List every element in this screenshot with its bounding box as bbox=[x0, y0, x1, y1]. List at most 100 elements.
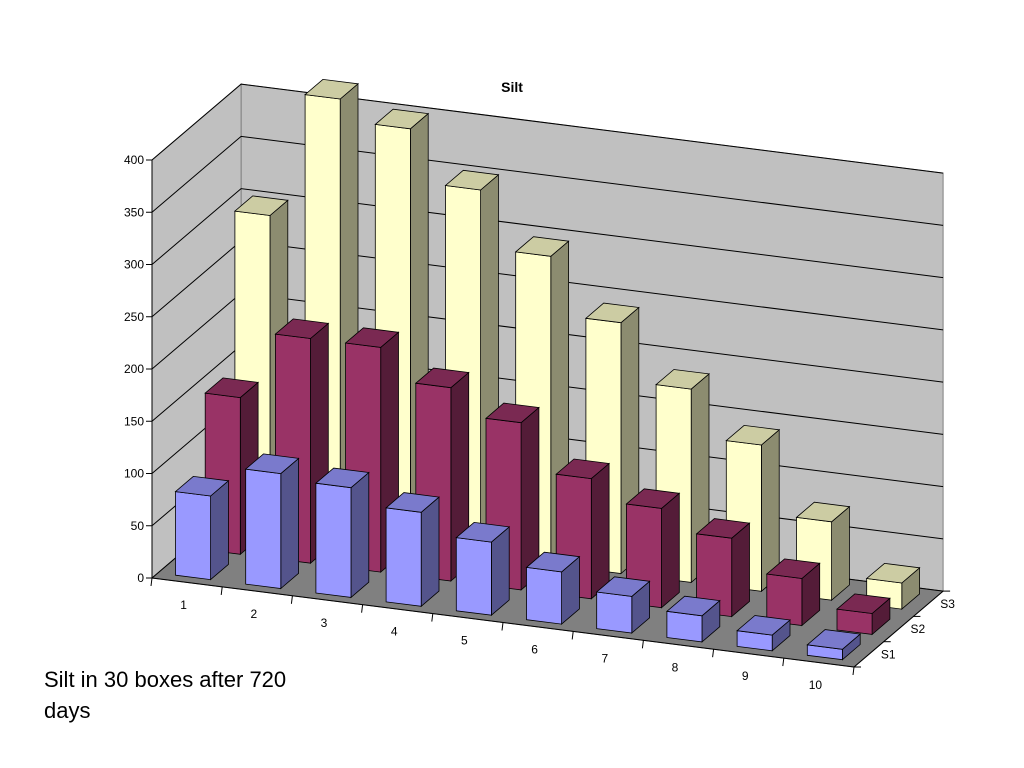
gridline bbox=[151, 83, 944, 174]
bar-top-face bbox=[314, 467, 370, 489]
bar-top-face bbox=[414, 367, 470, 389]
series-axis-label: S3 bbox=[940, 597, 955, 611]
bar-top-face bbox=[695, 518, 751, 539]
y-tick-label: 100 bbox=[124, 467, 144, 481]
bar-front-face bbox=[666, 610, 703, 643]
bar-side-face bbox=[661, 492, 680, 609]
bar-top-face bbox=[444, 169, 500, 191]
bar-S1-7 bbox=[595, 576, 651, 634]
x-tick bbox=[641, 640, 644, 649]
gridline bbox=[151, 135, 944, 226]
bar-top-face bbox=[806, 629, 862, 650]
bar-top-face bbox=[174, 475, 230, 497]
bar-top-face bbox=[665, 595, 721, 617]
x-tick-label: 3 bbox=[321, 616, 328, 630]
series-axis-label: S1 bbox=[881, 647, 896, 661]
bar-top-face bbox=[655, 369, 710, 390]
y-tick-label: 250 bbox=[124, 310, 144, 324]
x-tick bbox=[150, 577, 153, 587]
x-tick bbox=[290, 595, 293, 604]
bar-top-face bbox=[725, 424, 781, 446]
bar-top-face bbox=[514, 236, 570, 257]
y-tick-label: 350 bbox=[124, 205, 144, 219]
x-tick-label: 4 bbox=[391, 625, 398, 639]
bar-top-face bbox=[385, 492, 440, 513]
bar-top-face bbox=[485, 402, 540, 424]
series-axis-line bbox=[853, 590, 944, 668]
bar-S2-10 bbox=[836, 593, 891, 636]
bar-side-face bbox=[350, 471, 370, 599]
bars-layer bbox=[174, 78, 921, 661]
bar-S1-2 bbox=[244, 453, 300, 590]
x-tick bbox=[782, 658, 785, 667]
bar-side-face bbox=[731, 522, 750, 618]
bar-top-face bbox=[555, 458, 611, 480]
bar-top-face bbox=[274, 318, 330, 339]
y-tick-label: 0 bbox=[137, 571, 144, 585]
bar-front-face bbox=[455, 537, 492, 616]
bar-top-face bbox=[455, 521, 511, 543]
bar-S1-9 bbox=[736, 615, 791, 652]
bar-top-face bbox=[625, 488, 681, 509]
slide-caption: Silt in 30 boxes after 720 days bbox=[44, 667, 287, 723]
x-tick bbox=[501, 622, 504, 631]
bar-top-face bbox=[795, 501, 851, 523]
x-tick-label: 10 bbox=[809, 678, 823, 692]
x-tick bbox=[431, 613, 434, 622]
bar-top-face bbox=[865, 562, 921, 584]
bar-top-face bbox=[304, 78, 359, 100]
bar-top-face bbox=[584, 302, 640, 324]
bar-side-face bbox=[831, 505, 850, 602]
x-tick-label: 6 bbox=[531, 643, 538, 657]
x-tick-label: 1 bbox=[180, 598, 187, 612]
bar-S1-5 bbox=[455, 521, 511, 617]
bar-top-face bbox=[525, 551, 581, 573]
x-tick bbox=[571, 631, 574, 640]
chart-title: Silt bbox=[501, 79, 523, 95]
bar-front-face bbox=[385, 507, 422, 607]
bar-S1-10 bbox=[806, 629, 862, 661]
x-tick bbox=[852, 666, 855, 676]
bar-front-face bbox=[245, 468, 282, 589]
bar-S1-8 bbox=[665, 595, 721, 643]
y-tick-label: 50 bbox=[131, 519, 145, 533]
bar-top-face bbox=[595, 576, 651, 597]
x-tick bbox=[220, 586, 223, 595]
bar-top-face bbox=[344, 327, 400, 348]
bar-top-face bbox=[244, 453, 300, 475]
bar-top-face bbox=[204, 377, 260, 399]
y-tick-label: 400 bbox=[124, 153, 144, 167]
bar-S2-9 bbox=[765, 558, 821, 627]
bar-S1-3 bbox=[314, 467, 370, 599]
y-tick-label: 300 bbox=[124, 258, 144, 272]
bar-S2-8 bbox=[695, 518, 751, 618]
bar-side-face bbox=[280, 457, 300, 590]
x-tick-label: 7 bbox=[601, 651, 608, 665]
bar-S2-7 bbox=[625, 488, 681, 609]
x-tick bbox=[712, 649, 715, 658]
bar-top-face bbox=[374, 108, 430, 130]
bar-front-face bbox=[315, 482, 352, 598]
bar-front-face bbox=[175, 491, 212, 581]
x-tick-label: 5 bbox=[461, 634, 468, 648]
bar-S1-4 bbox=[385, 492, 440, 608]
x-tick-label: 8 bbox=[672, 660, 679, 674]
x-tick bbox=[361, 604, 364, 613]
bar-side-face bbox=[420, 496, 440, 608]
bar-top-face bbox=[765, 558, 821, 579]
x-tick-label: 2 bbox=[250, 607, 257, 621]
series-axis-label: S2 bbox=[911, 622, 926, 636]
y-tick-label: 150 bbox=[124, 414, 144, 428]
x-tick-label: 9 bbox=[742, 669, 749, 683]
bar-S1-1 bbox=[174, 475, 230, 581]
y-tick-label: 200 bbox=[124, 362, 144, 376]
chart-axes: 0 50 100 150 200 250 300 350 400 1 2 3 4 5 6 7 8 9 10 S1 S2 S… bbox=[124, 153, 955, 692]
bar-side-face bbox=[210, 479, 229, 581]
bar-S1-6 bbox=[525, 551, 581, 625]
bar-top-face bbox=[233, 195, 289, 216]
bar-side-face bbox=[590, 462, 610, 600]
gridline bbox=[151, 188, 944, 279]
bar-front-face bbox=[596, 591, 633, 634]
bar-front-face bbox=[526, 566, 562, 625]
